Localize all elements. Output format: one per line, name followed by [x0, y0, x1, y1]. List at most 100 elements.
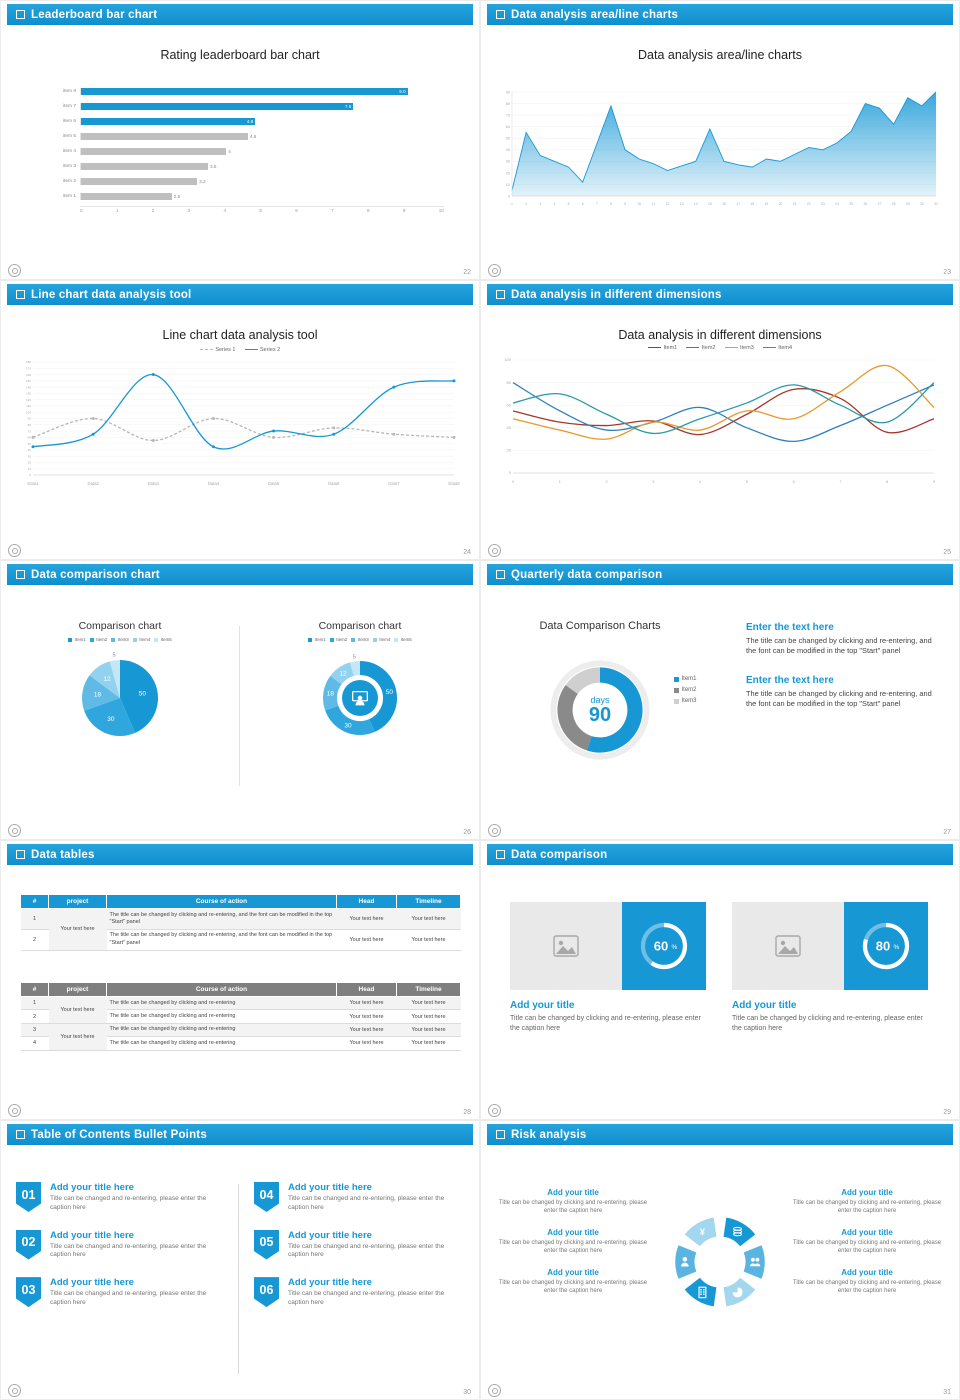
svg-text:5: 5: [112, 652, 115, 658]
data-table-blue: # project Course of action Head Timeline…: [20, 894, 461, 951]
svg-text:Data4: Data4: [208, 481, 220, 486]
svg-text:9: 9: [933, 480, 935, 484]
slide-data-tables[interactable]: Data tables # project Course of action H…: [0, 840, 480, 1120]
card: 60%: [510, 902, 706, 990]
slide-quarterly-comparison[interactable]: Quarterly data comparison Data Compariso…: [480, 560, 960, 840]
svg-text:12: 12: [103, 676, 111, 683]
slide-toc-bullet-points[interactable]: Table of Contents Bullet Points 01 Add y…: [0, 1120, 480, 1400]
pie-title: Comparison chart: [78, 620, 162, 632]
toc-item[interactable]: 05 Add your title here Title can be chan…: [254, 1229, 468, 1261]
pie-icon: [732, 1287, 743, 1298]
svg-text:50: 50: [139, 690, 147, 697]
svg-text:15: 15: [708, 202, 712, 206]
toc-item[interactable]: 02 Add your title here Title can be chan…: [16, 1229, 230, 1261]
multi-line-chart: Item1 Item2 Item3 Item4 0 20 40 60 80 100 0 1 2 3 4 5 6 7…: [504, 344, 936, 485]
svg-text:Data6: Data6: [328, 481, 340, 486]
svg-text:30: 30: [344, 723, 352, 730]
svg-text:0: 0: [509, 470, 512, 475]
slide-header: Quarterly data comparison: [487, 564, 953, 585]
slide-leaderboard-bar-chart[interactable]: Leaderboard bar chart Rating leaderboard…: [0, 0, 480, 280]
slide-dimensions-analysis[interactable]: Data analysis in different dimensions Da…: [480, 280, 960, 560]
svg-text:19: 19: [765, 202, 769, 206]
chart-title: Data analysis area/line charts: [638, 48, 802, 62]
page-number: 26: [463, 829, 471, 836]
progress-ring-80: 80%: [843, 902, 928, 990]
svg-text:7: 7: [839, 480, 841, 484]
pie-title: Comparison chart: [318, 620, 402, 632]
risk-block: Add your title Title can be changed by c…: [494, 1268, 652, 1295]
svg-text:5: 5: [746, 480, 748, 484]
risk-title: Add your title: [841, 1228, 893, 1238]
svg-text:1: 1: [511, 202, 513, 206]
slide-area-line-charts[interactable]: Data analysis area/line charts Data anal…: [480, 0, 960, 280]
slide-data-comparison-chart[interactable]: Data comparison chart Comparison chart I…: [0, 560, 480, 840]
comparison-pie-chart: Item1 Item2 Item3 Item4 Item5 50 30 18 12 5: [40, 635, 200, 748]
school-logo-icon: [488, 264, 501, 277]
slide-data-comparison[interactable]: Data comparison 60% Add your title Title…: [480, 840, 960, 1120]
svg-text:80: 80: [28, 423, 32, 427]
toc-number-badge: 05: [254, 1229, 279, 1260]
slide-header: Data analysis area/line charts: [487, 4, 953, 25]
toc-item[interactable]: 04 Add your title here Title can be chan…: [254, 1182, 468, 1213]
page-number: 23: [943, 269, 951, 276]
svg-text:21: 21: [793, 202, 797, 206]
toc-number-badge: 03: [16, 1277, 41, 1308]
text-block: Enter the text here The title can be cha…: [746, 675, 944, 710]
risk-caption: Title can be changed by clicking and re-…: [792, 1240, 942, 1255]
block-body: The title can be changed by clicking and…: [746, 636, 932, 656]
leaderboard-bar-chart: item 8 9.0 item 7 7.5 item 6 4.8 item 5 4.6 item…: [62, 88, 444, 213]
svg-text:20: 20: [507, 448, 512, 453]
risk-block: Add your title Title can be changed by c…: [788, 1188, 946, 1215]
slide-header-title: Line chart data analysis tool: [31, 288, 192, 301]
svg-text:140: 140: [26, 385, 31, 389]
risk-caption: Title can be changed by clicking and re-…: [792, 1280, 942, 1295]
page-number: 29: [943, 1109, 951, 1116]
svg-text:18: 18: [94, 692, 102, 699]
toc-item[interactable]: 06 Add your title here Title can be chan…: [254, 1277, 468, 1308]
chart-title: Rating leaderboard bar chart: [160, 48, 320, 62]
school-logo-icon: [8, 544, 21, 557]
svg-text:70: 70: [506, 114, 510, 118]
card: 80%: [732, 902, 928, 990]
slide-risk-analysis[interactable]: Risk analysis Add your title Title can b…: [480, 1120, 960, 1400]
svg-text:20: 20: [506, 171, 510, 175]
slide-header-title: Leaderboard bar chart: [31, 8, 158, 21]
svg-text:150: 150: [26, 379, 31, 383]
svg-text:5: 5: [353, 654, 356, 660]
school-logo-icon: [488, 824, 501, 837]
slide-header-title: Quarterly data comparison: [511, 568, 663, 581]
svg-text:Data3: Data3: [148, 481, 160, 486]
svg-text:180: 180: [26, 360, 31, 364]
table-header-row: # project Course of action Head Timeline: [20, 894, 461, 909]
progress-ring-60: 60%: [621, 902, 706, 990]
slide-header: Data comparison: [487, 844, 953, 865]
svg-text:14: 14: [694, 202, 698, 206]
toc-title: Add your title here: [288, 1277, 372, 1289]
svg-text:4: 4: [699, 480, 701, 484]
risk-title: Add your title: [547, 1188, 599, 1197]
svg-text:24: 24: [835, 202, 839, 206]
svg-text:25: 25: [849, 202, 853, 206]
toc-item[interactable]: 01 Add your title here Title can be chan…: [16, 1182, 230, 1213]
svg-text:13: 13: [680, 202, 684, 206]
page-number: 28: [463, 1109, 471, 1116]
svg-text:30: 30: [28, 454, 32, 458]
money-icon: ¥: [700, 1227, 705, 1237]
toc-item[interactable]: 03 Add your title here Title can be chan…: [16, 1277, 230, 1308]
school-logo-icon: [8, 1104, 21, 1117]
svg-text:60: 60: [654, 939, 668, 954]
block-heading: Enter the text here: [746, 622, 834, 633]
toc-number-badge: 01: [16, 1182, 41, 1212]
data-table-gray: # project Course of action Head Timeline…: [20, 982, 461, 1051]
presenter-icon: [342, 680, 378, 716]
toc-title: Add your title here: [50, 1277, 134, 1289]
chart-title: Line chart data analysis tool: [162, 328, 318, 342]
slide-header-title: Data tables: [31, 848, 95, 861]
svg-text:Data1: Data1: [27, 481, 39, 486]
svg-text:10: 10: [637, 202, 641, 206]
toc-text: Add your title here Title can be changed…: [288, 1277, 456, 1308]
svg-text:100: 100: [26, 410, 31, 414]
table-row: 1 Your text here The title can be change…: [20, 908, 461, 951]
slide-header-title: Table of Contents Bullet Points: [31, 1128, 207, 1141]
slide-line-chart-tool[interactable]: Line chart data analysis tool Line chart…: [0, 280, 480, 560]
